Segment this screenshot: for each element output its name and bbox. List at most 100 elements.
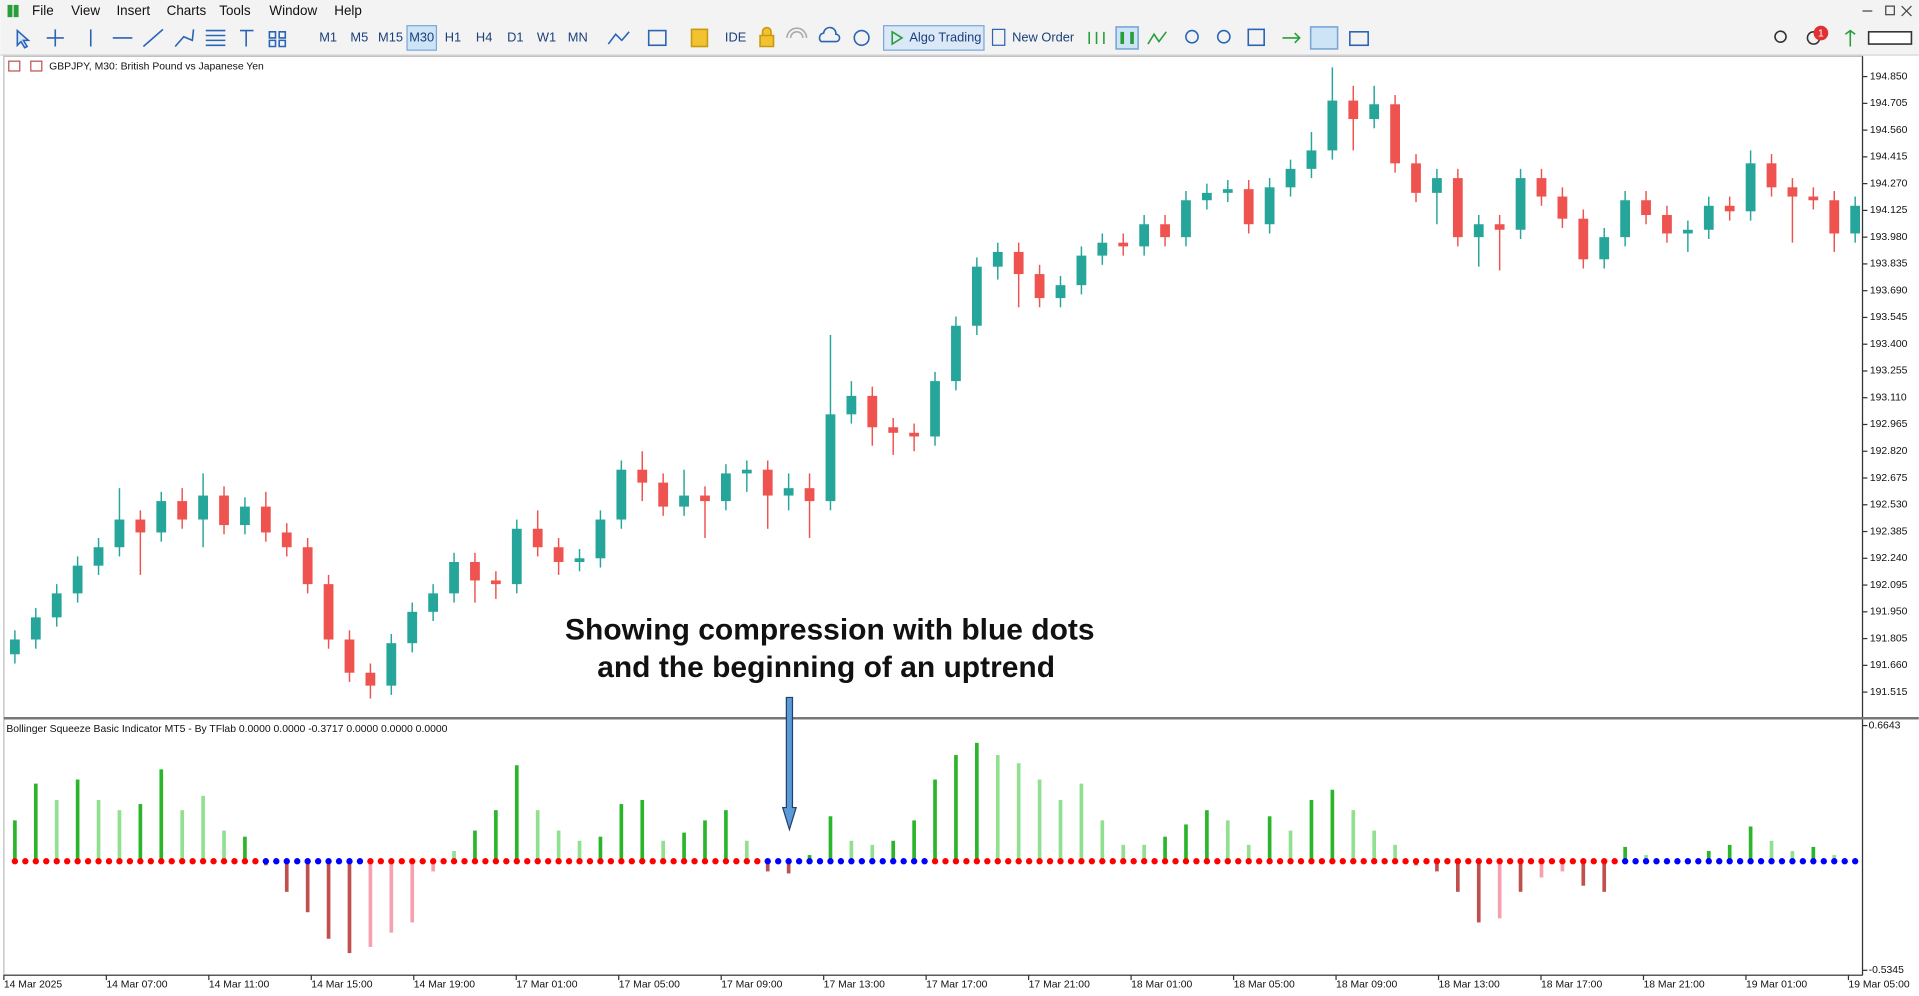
chart-title: GBPJPY, M30: British Pound vs Japanese Y… [49,61,264,72]
cloud-button[interactable] [818,26,841,43]
price-label: 191.950 [1870,607,1908,618]
timeframe-button[interactable]: M1 [319,29,337,44]
squeeze-dot [639,858,646,865]
line-chart-button[interactable] [1147,31,1167,45]
squeeze-dot [973,858,981,865]
candle-body [1034,274,1045,299]
squeeze-dot [367,858,374,865]
squeeze-dot [1088,858,1096,865]
menu-item[interactable]: Window [269,3,317,18]
close-button[interactable] [1901,5,1912,17]
timeframe-button[interactable]: D1 [507,29,523,44]
histogram-bar [1497,861,1502,919]
histogram-bar [33,783,38,862]
squeeze-dot [126,858,134,865]
price-label: 194.560 [1870,125,1908,136]
squeeze-dot [1203,858,1211,865]
crosshair-tool[interactable] [46,29,64,47]
restore-button[interactable] [1885,5,1895,16]
signals-button[interactable] [759,26,775,48]
search-button[interactable] [1774,30,1787,44]
text-tool[interactable] [240,29,254,47]
market-button[interactable] [690,28,709,48]
squeeze-dot [273,858,280,865]
squeeze-dot [1695,858,1702,865]
squeeze-dot [335,858,343,865]
fibo-tool[interactable] [205,29,226,47]
menu-item[interactable]: Insert [116,3,150,18]
squeeze-dot [220,858,228,865]
candle-body [198,495,208,520]
menu-item[interactable]: View [71,3,100,18]
time-label: 17 Mar 09:00 [721,980,782,991]
squeeze-dot [1350,858,1357,865]
autoscroll-button[interactable] [1282,32,1301,44]
vps-button[interactable] [786,27,808,39]
cursor-tool[interactable] [16,28,31,49]
histogram-bar [117,810,122,862]
channel-tool[interactable] [174,29,195,48]
squeeze-dot [137,858,144,865]
candle-body [637,469,648,483]
zoom-out-button[interactable] [1216,29,1231,44]
price-label: 192.095 [1870,580,1908,591]
candle-body [281,532,292,548]
squeeze-dot [231,858,238,865]
time-label: 18 Mar 05:00 [1234,980,1295,991]
algo-trading-button[interactable] [883,25,985,51]
squeeze-dot [764,858,771,865]
candle-body [1850,205,1861,234]
templates-button[interactable] [647,29,667,47]
menu-item[interactable]: Charts [167,3,207,18]
indicator-label: 0.6643 [1869,720,1901,731]
timeframe-button[interactable]: M5 [350,29,368,44]
shapes-tool[interactable] [268,31,287,48]
timeframe-button[interactable]: W1 [537,29,556,44]
annotation-arrow [781,696,797,832]
squeeze-dot [116,858,123,865]
squeeze-dot [440,858,447,865]
menu-item[interactable]: File [32,3,54,18]
trendline-tool[interactable] [142,28,164,48]
price-label: 194.125 [1870,205,1908,216]
candle-body [240,506,250,526]
histogram-bar [1539,861,1544,878]
new-order-button[interactable]: New Order [1012,29,1075,44]
menu-item[interactable]: Help [334,3,362,18]
histogram-bar [1393,844,1397,862]
community-button[interactable] [853,29,870,47]
squeeze-dot [1621,858,1629,865]
indicators-button[interactable] [607,31,630,45]
timeframe-button[interactable]: H4 [476,29,492,44]
menu-item[interactable]: Tools [219,3,251,18]
histogram-bar [535,810,540,862]
chart-shift-button[interactable] [1309,26,1339,50]
bar-chart-button[interactable] [1088,31,1105,45]
squeeze-dot [513,858,520,865]
histogram-bar [201,795,205,862]
ide-button[interactable]: IDE [725,29,746,44]
squeeze-dot [1851,858,1859,865]
timeframe-button[interactable]: H1 [445,29,461,44]
tile-button[interactable] [1247,28,1265,47]
squeeze-dot [63,858,71,865]
candle-chart-button[interactable] [1115,26,1139,50]
timeframe-button[interactable]: MN [568,29,588,44]
candle-body [909,432,920,437]
screenshot-button[interactable] [1349,31,1369,47]
candle-body [219,495,229,526]
histogram-bar [1706,850,1711,862]
zoom-in-button[interactable] [1185,29,1199,44]
candle-body [1139,224,1150,247]
squeeze-dot [1172,858,1179,865]
candle-body [700,495,710,502]
squeeze-dot [1360,858,1367,865]
histogram-bar [494,810,498,862]
squeeze-dot [1632,858,1639,865]
timeframe-button[interactable]: M30 [409,29,434,44]
squeeze-dot [1653,858,1660,865]
squeeze-dot [1747,858,1754,865]
histogram-bar [431,861,435,872]
squeeze-dot [1716,858,1723,865]
timeframe-button[interactable]: M15 [378,29,403,44]
